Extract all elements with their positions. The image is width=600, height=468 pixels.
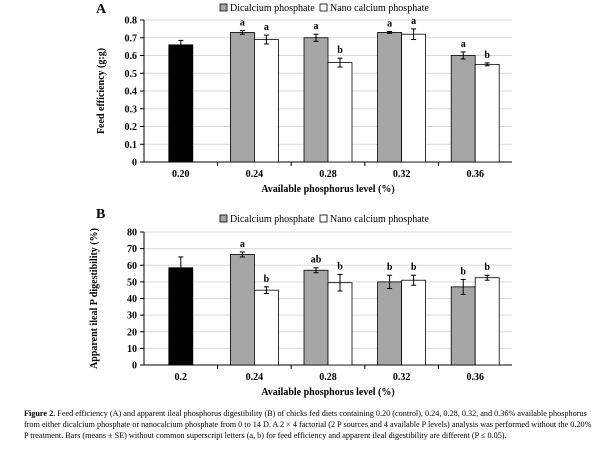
data-label: b xyxy=(460,266,466,277)
legend-swatch xyxy=(319,3,328,12)
y-tick-label: 50 xyxy=(127,277,137,288)
bar-dicalcium-phosphate xyxy=(303,37,329,163)
bar-nano-calcium-phosphate xyxy=(253,289,279,366)
x-tick-label: 0.24 xyxy=(246,372,264,383)
data-label: a xyxy=(264,22,269,33)
y-tick-label: 0.2 xyxy=(125,122,138,133)
bar-control xyxy=(168,267,194,366)
y-tick-label: 40 xyxy=(127,294,137,305)
data-label: b xyxy=(337,45,343,56)
panel-label: B xyxy=(96,207,105,222)
x-tick-label: 0.32 xyxy=(393,372,411,383)
data-label: b xyxy=(387,262,393,273)
x-tick-label: 0.32 xyxy=(393,169,411,180)
y-axis-label: Apparent ileal P digestibility (%) xyxy=(89,228,100,369)
x-axis-label: Available phosphorus level (%) xyxy=(261,184,394,195)
y-tick-label: 0 xyxy=(132,361,137,372)
figure-caption: Figure 2. Feed efficiency (A) and appare… xyxy=(24,408,592,441)
panel-label: A xyxy=(96,2,107,17)
caption-label: Figure 2. xyxy=(24,409,56,418)
y-tick-label: 80 xyxy=(127,228,137,239)
legend-entry: Dicalcium phosphate xyxy=(230,3,315,14)
data-label: a xyxy=(387,19,392,30)
bar-nano-calcium-phosphate xyxy=(474,63,500,163)
data-label: a xyxy=(461,39,466,50)
bar-dicalcium-phosphate xyxy=(229,32,255,163)
data-label: ab xyxy=(311,255,322,266)
y-tick-label: 0.5 xyxy=(125,69,138,80)
legend-swatch xyxy=(319,214,328,223)
x-tick-label: 0.36 xyxy=(466,372,484,383)
y-tick-label: 30 xyxy=(127,311,137,322)
bar-dicalcium-phosphate xyxy=(377,32,403,163)
bar-dicalcium-phosphate xyxy=(229,254,255,366)
data-label: b xyxy=(411,262,417,273)
x-tick-label: 0.2 xyxy=(175,372,188,383)
data-label: a xyxy=(314,21,319,32)
data-label: a xyxy=(411,16,416,27)
y-tick-label: 60 xyxy=(127,261,137,272)
data-label: a xyxy=(240,18,245,29)
y-tick-label: 70 xyxy=(127,244,137,255)
x-tick-label: 0.28 xyxy=(319,169,337,180)
bar-nano-calcium-phosphate xyxy=(474,277,500,366)
bar-dicalcium-phosphate xyxy=(450,286,476,366)
y-tick-label: 10 xyxy=(127,344,137,355)
bar-nano-calcium-phosphate xyxy=(327,282,353,366)
y-tick-label: 0.1 xyxy=(125,140,138,151)
bar-nano-calcium-phosphate xyxy=(327,62,353,163)
x-axis-label: Available phosphorus level (%) xyxy=(261,387,394,398)
legend: Dicalcium phosphate Nano calcium phosphat… xyxy=(219,214,429,225)
bar-dicalcium-phosphate xyxy=(303,269,329,366)
chart-panel-b: B Dicalcium phosphate Nano calcium phospha… xyxy=(89,207,512,398)
y-tick-label: 0.6 xyxy=(125,51,138,62)
y-tick-label: 0.7 xyxy=(125,33,138,44)
legend: Dicalcium phosphate Nano calcium phosphat… xyxy=(219,3,429,14)
x-tick-label: 0.36 xyxy=(466,169,484,180)
y-tick-label: 0.3 xyxy=(125,104,138,115)
bar-dicalcium-phosphate xyxy=(377,281,403,366)
chart-panel-a: A Dicalcium phosphate Nano calcium phospha… xyxy=(96,2,512,195)
y-axis-label: Feed efficiency (g:g) xyxy=(96,48,107,134)
legend-swatch xyxy=(219,3,228,12)
y-tick-label: 0.8 xyxy=(125,16,138,27)
legend-entry: Dicalcium phosphate xyxy=(230,214,315,225)
bar-nano-calcium-phosphate xyxy=(401,33,427,163)
bar-dicalcium-phosphate xyxy=(450,55,476,163)
x-tick-label: 0.28 xyxy=(319,372,337,383)
data-label: a xyxy=(240,239,245,250)
x-tick-label: 0.20 xyxy=(172,169,190,180)
y-tick-label: 0.4 xyxy=(125,87,138,98)
data-label: b xyxy=(484,262,490,273)
y-tick-label: 20 xyxy=(127,327,137,338)
bar-nano-calcium-phosphate xyxy=(401,279,427,366)
x-tick-label: 0.24 xyxy=(246,169,264,180)
caption-text: Feed efficiency (A) and apparent ileal p… xyxy=(24,409,592,440)
data-label: b xyxy=(264,274,270,285)
bar-nano-calcium-phosphate xyxy=(253,39,279,163)
legend-entry: Nano calcium phosphate xyxy=(330,3,429,14)
bar-control xyxy=(168,44,194,163)
legend-entry: Nano calcium phosphate xyxy=(330,214,429,225)
data-label: b xyxy=(337,261,343,272)
y-tick-label: 0 xyxy=(132,158,137,169)
data-label: b xyxy=(484,50,490,61)
legend-swatch xyxy=(219,214,228,223)
